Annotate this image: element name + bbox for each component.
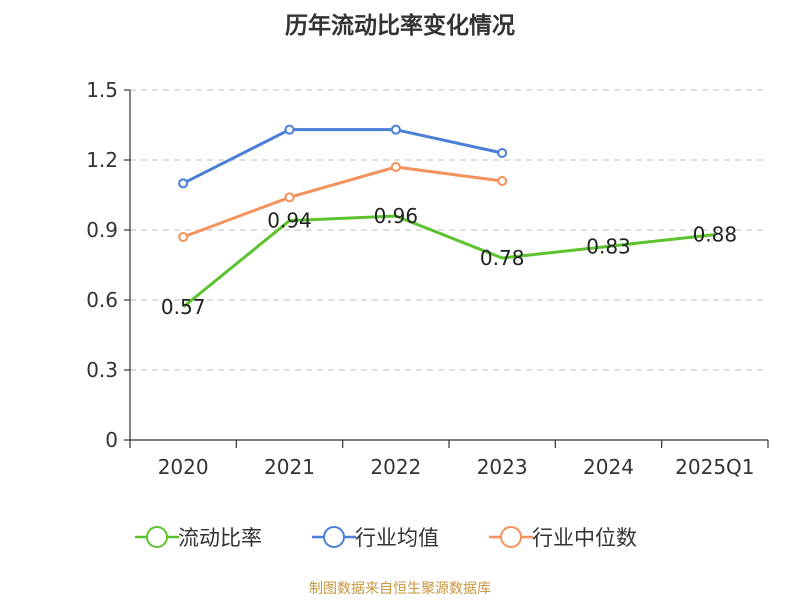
y-tick-label-3: 0.9 [86,218,118,242]
x-tick-label-2022: 2022 [370,455,421,479]
x-tick-label-2025Q1: 2025Q1 [675,455,754,479]
x-tick-label-2020: 2020 [158,455,209,479]
data-label-2023: 0.78 [480,246,525,270]
x-tick-label-2023: 2023 [477,455,528,479]
y-tick-label-1: 0.3 [86,358,118,382]
series-lines [178,124,715,309]
y-tick-label-5: 1.5 [86,78,118,102]
data-label-2022: 0.96 [374,204,419,228]
point-series2-2021 [284,192,295,203]
point-series1-2022 [390,124,401,135]
series-line-0 [182,214,715,309]
series-line-2 [182,165,503,239]
legend-label-0: 流动比率 [178,526,262,550]
x-tick-label-2024: 2024 [583,455,634,479]
data-label-2021: 0.94 [267,209,312,233]
point-series2-2023 [497,176,508,186]
data-label-2025Q1: 0.88 [693,223,738,247]
y-tick-label-2: 0.6 [86,288,118,312]
y-tick-label-4: 1.2 [86,148,118,172]
grid-lines [130,89,768,371]
x-tick-label-2021: 2021 [264,455,315,479]
series-line-1 [182,128,503,185]
chart-title: 历年流动比率变化情况 [285,13,515,39]
data-label-2020: 0.57 [161,295,206,319]
legend-marker-0 [146,526,168,548]
axes: 0 0.3 0.6 0.9 1.2 1.5 2020 2021 2022 2023 2024 2025… [86,78,769,479]
point-series1-2023 [497,148,508,158]
legend-marker-1 [323,526,345,548]
data-label-2024: 0.83 [586,234,631,258]
data-labels: 0.57 0.94 0.96 0.78 0.83 0.88 [161,204,737,319]
legend-label-2: 行业中位数 [532,526,637,550]
legend-label-1: 行业均值 [355,526,439,550]
legend-marker-2 [500,526,522,548]
point-series2-2020 [178,232,189,242]
y-tick-label-0: 0 [105,428,118,452]
point-series1-2020 [178,178,189,189]
source-footer: 制图数据来自恒生聚源数据库 [309,581,491,597]
legend: 流动比率 行业均值 行业中位数 [135,526,637,550]
point-series2-2022 [390,162,401,172]
point-series1-2021 [284,124,295,135]
